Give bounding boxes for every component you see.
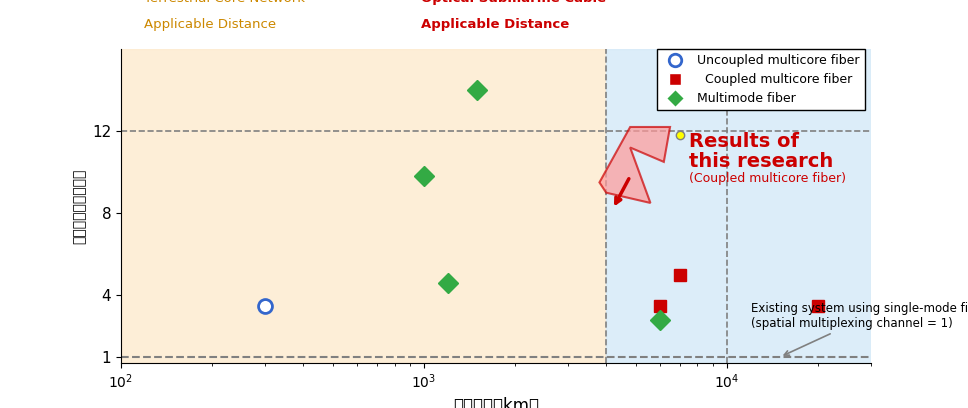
- Text: (Coupled multicore fiber): (Coupled multicore fiber): [689, 172, 846, 185]
- Text: Applicable Distance: Applicable Distance: [421, 18, 569, 31]
- Bar: [606, 49, 871, 363]
- Bar: [121, 49, 606, 363]
- Text: Applicable Distance: Applicable Distance: [143, 18, 276, 31]
- Y-axis label: 空間多重チャネル数: 空間多重チャネル数: [73, 169, 86, 244]
- Text: Terrestrial Core Network: Terrestrial Core Network: [143, 0, 305, 5]
- Text: Results of: Results of: [689, 132, 799, 151]
- Legend: Uncoupled multicore fiber,   Coupled multicore fiber, Multimode fiber: Uncoupled multicore fiber, Coupled multi…: [657, 49, 865, 111]
- Text: Existing system using single-mode fiber
(spatial multiplexing channel = 1): Existing system using single-mode fiber …: [750, 302, 968, 355]
- Text: Optical Submarine Cable: Optical Submarine Cable: [421, 0, 606, 5]
- Polygon shape: [599, 127, 670, 203]
- X-axis label: 伝送距離（km）: 伝送距離（km）: [453, 397, 539, 408]
- Text: this research: this research: [689, 153, 833, 171]
